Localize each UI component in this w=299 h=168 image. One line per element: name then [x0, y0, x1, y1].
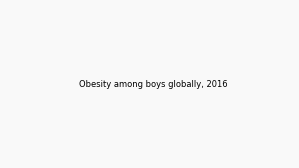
Text: Obesity among boys globally, 2016: Obesity among boys globally, 2016	[79, 80, 228, 89]
